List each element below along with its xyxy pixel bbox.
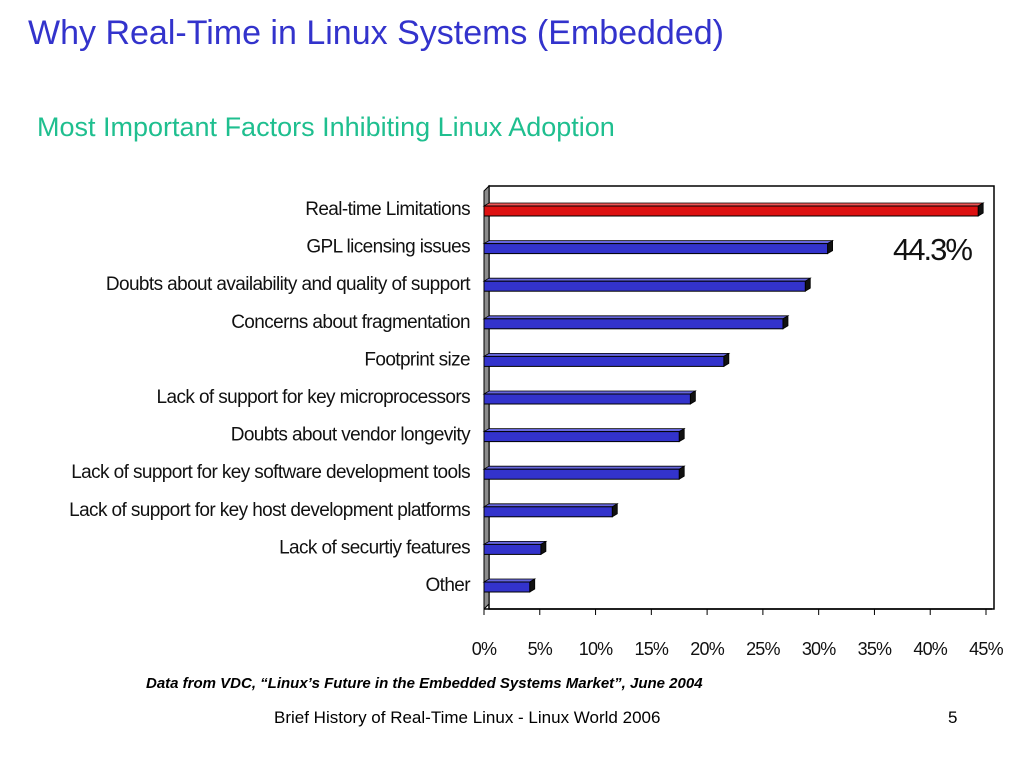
category-label: Lack of support for key microprocessors	[157, 387, 471, 408]
category-label: Footprint size	[364, 349, 470, 370]
bar	[482, 540, 548, 556]
x-tick-label: 30%	[802, 639, 836, 659]
category-labels: Real-time Limitations GPL licensing issue…	[69, 199, 472, 596]
category-label: GPL licensing issues	[306, 237, 470, 258]
bar	[482, 239, 835, 255]
x-tick-label: 35%	[858, 639, 892, 659]
bar	[482, 352, 731, 368]
x-tick-label: 10%	[579, 639, 613, 659]
chart-title: Most Important Factors Inhibiting Linux …	[37, 112, 615, 142]
x-tick-label: 20%	[690, 639, 724, 659]
category-label: Real-time Limitations	[305, 199, 470, 220]
bar	[482, 427, 686, 443]
footer-text: Brief History of Real-Time Linux - Linux…	[274, 708, 661, 727]
source-note: Data from VDC, “Linux’s Future in the Em…	[146, 675, 703, 692]
bar	[482, 315, 790, 330]
page-number: 5	[948, 708, 958, 727]
category-label: Doubts about availability and quality of…	[106, 274, 471, 295]
x-tick-label: 15%	[635, 639, 669, 659]
bars-layer	[482, 184, 992, 611]
category-label: Lack of securtiy features	[279, 537, 470, 558]
bar	[482, 578, 537, 593]
bar	[482, 202, 985, 217]
bar	[482, 277, 812, 292]
category-label: Doubts about vendor longevity	[231, 425, 471, 446]
x-axis-ticks: 0% 5% 10% 15% 20% 25% 30% 35% 40% 45%	[472, 609, 1004, 659]
bar	[482, 503, 619, 518]
x-tick-label: 45%	[969, 639, 1003, 659]
bar	[482, 390, 697, 405]
category-label: Concerns about fragmentation	[231, 312, 470, 333]
x-tick-label: 25%	[746, 639, 780, 659]
category-label: Other	[425, 575, 471, 596]
highlight-value-annotation: 44.3%	[893, 232, 972, 267]
bar	[482, 465, 686, 480]
x-tick-label: 5%	[528, 639, 553, 659]
x-tick-label: 40%	[913, 639, 947, 659]
category-label: Lack of support for key software develop…	[71, 462, 470, 483]
category-label: Lack of support for key host development…	[69, 500, 470, 521]
x-tick-label: 0%	[472, 639, 497, 659]
slide-title: Why Real-Time in Linux Systems (Embedded…	[28, 14, 724, 52]
